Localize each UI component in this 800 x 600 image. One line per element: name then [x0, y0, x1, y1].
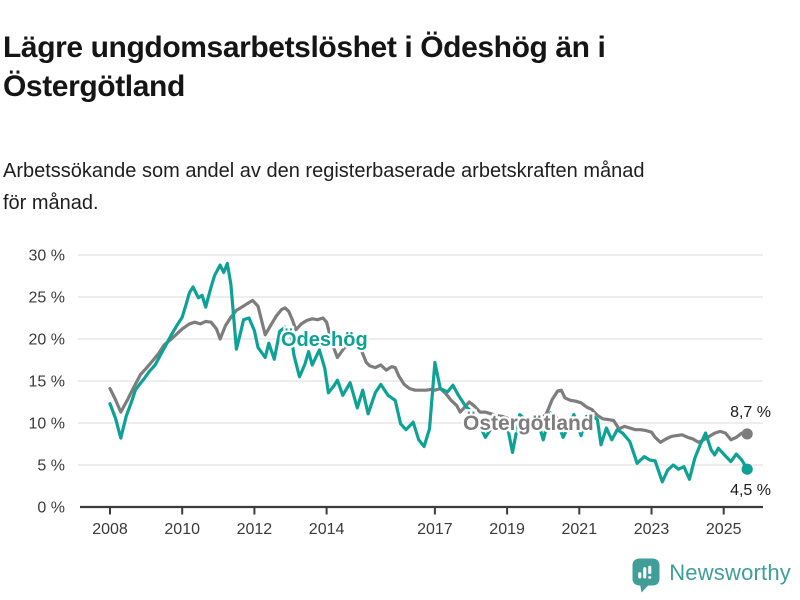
brand-name: Newsworthy: [669, 560, 791, 585]
series-line-odeshog: [108, 261, 749, 484]
x-axis-tick-label: 2025: [706, 521, 742, 538]
page-title: Lägre ungdomsarbetslöshet i Ödeshög än i…: [3, 28, 797, 106]
series-end-dot-odeshog: [741, 463, 753, 475]
series-end-dot-ostergotland: [741, 428, 753, 440]
annotation-odeshog-label: Ödeshög: [281, 328, 368, 351]
subtitle-line-2: för månad.: [3, 192, 99, 214]
y-axis-tick-label: 25 %: [29, 290, 65, 307]
bar-chart-speech-bubble-icon: [632, 558, 660, 593]
x-axis-tick-label: 2014: [309, 521, 345, 538]
x-axis-tick-label: 2017: [417, 521, 453, 538]
title-line-1: Lägre ungdomsarbetslöshet i Ödeshög än i: [3, 31, 606, 65]
y-axis-tick-label: 0 %: [37, 500, 65, 517]
y-axis-tick-label: 10 %: [29, 416, 65, 433]
x-axis-tick-label: 2019: [489, 521, 525, 538]
annotation-ostergotland-label: Östergötland: [463, 412, 594, 435]
x-axis-tick-label: 2021: [562, 521, 598, 538]
x-axis-tick-label: 2023: [634, 521, 670, 538]
y-axis-tick-label: 15 %: [29, 374, 65, 391]
annotation-end-value-gray: 8,7 %: [730, 404, 771, 421]
y-axis-tick-label: 30 %: [29, 248, 65, 265]
title-line-2: Östergötland: [3, 70, 185, 104]
x-axis-tick-label: 2010: [164, 521, 200, 538]
x-axis-tick-label: 2012: [237, 521, 273, 538]
subtitle-line-1: Arbetssökande som andel av den registerb…: [3, 160, 645, 182]
y-axis-tick-label: 5 %: [37, 458, 65, 475]
chart-subtitle: Arbetssökande som andel av den registerb…: [3, 155, 797, 219]
series-line-ostergotland: [108, 298, 749, 444]
newsworthy-logo: Newsworthy: [632, 558, 791, 593]
x-axis-tick-label: 2008: [92, 521, 128, 538]
annotation-end-value-teal: 4,5 %: [730, 482, 771, 499]
y-axis-tick-label: 20 %: [29, 332, 65, 349]
